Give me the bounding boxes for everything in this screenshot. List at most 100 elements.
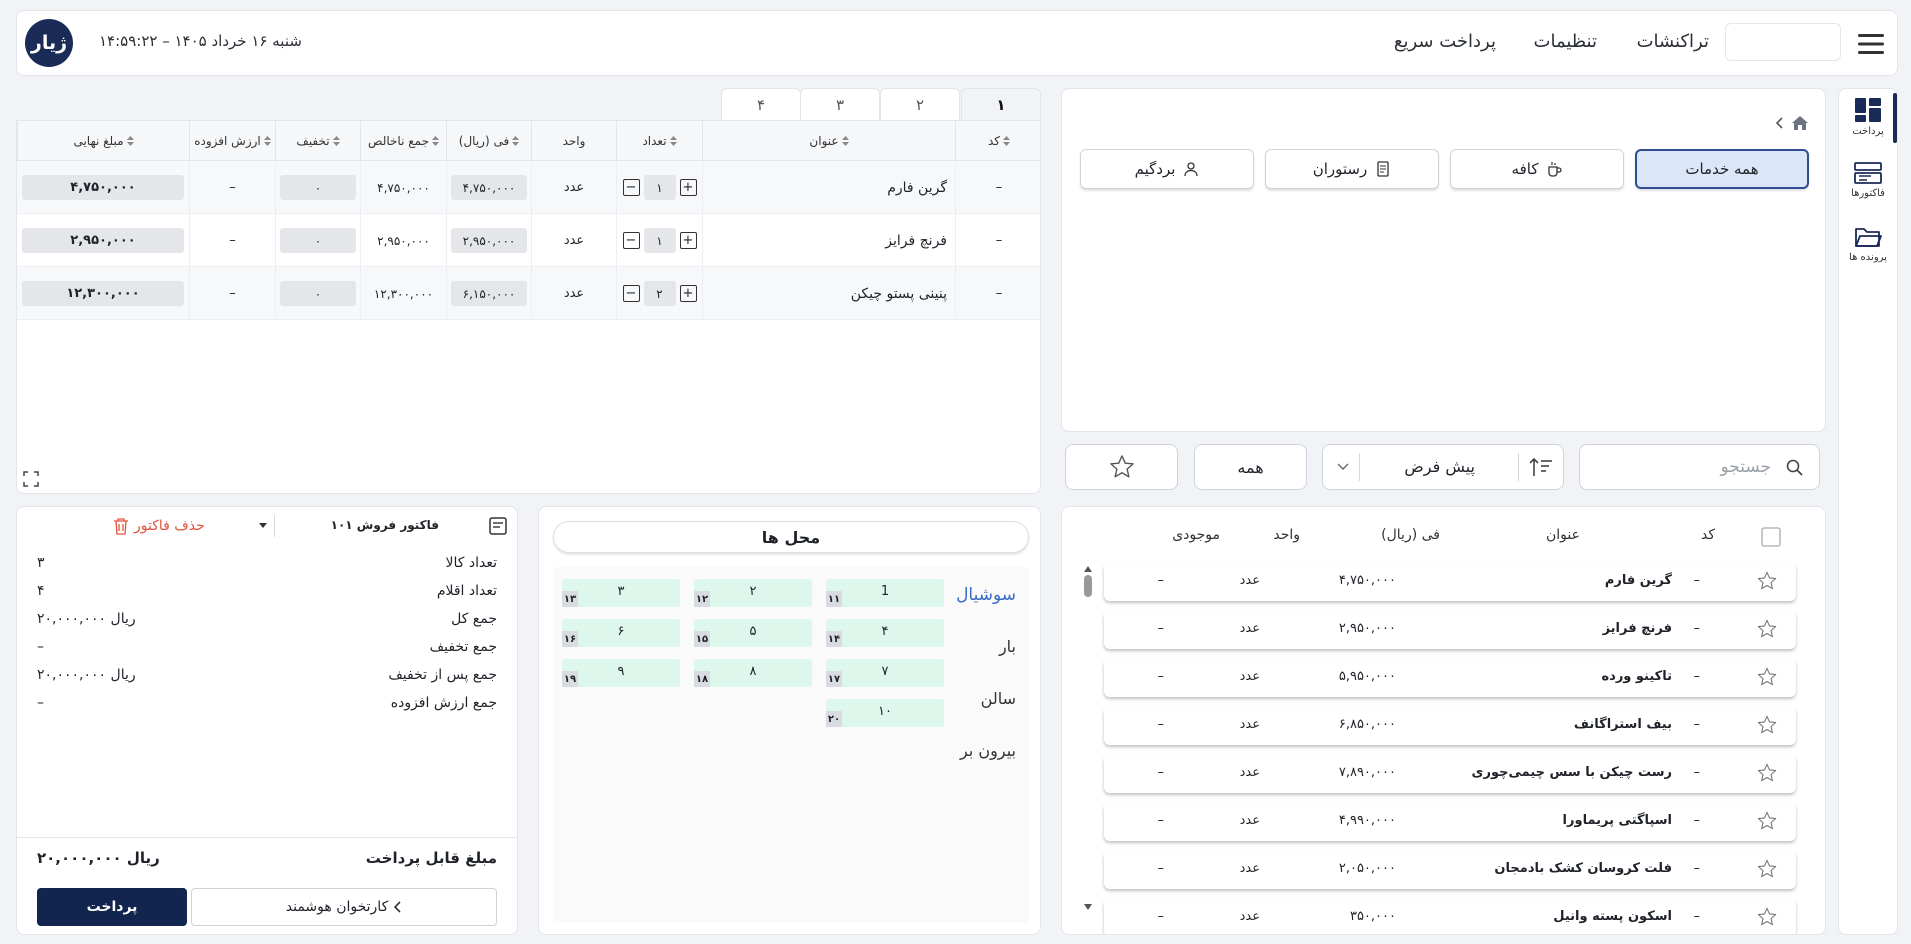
increase-qty-button[interactable]: + <box>679 179 697 196</box>
column-header-price[interactable]: فی (ریال) <box>446 121 531 161</box>
filter-all-button[interactable]: همه <box>1194 444 1307 490</box>
table-tile[interactable]: ۸ ۱۸ <box>694 659 812 687</box>
zone-takeaway[interactable]: بیرون بر <box>960 741 1016 760</box>
product-row[interactable]: – فرنچ فرایز ۲,۹۵۰,۰۰۰ عدد – <box>1104 611 1796 649</box>
column-header-discount[interactable]: تخفیف <box>275 121 360 161</box>
discount-field[interactable]: ۰ <box>280 175 356 200</box>
cell-text: عدد <box>563 286 585 301</box>
invoice-tab-3[interactable]: ۳ <box>800 88 880 120</box>
invoice-tab-4[interactable]: ۴ <box>721 88 801 120</box>
category-all-services[interactable]: همه خدمات <box>1635 149 1809 189</box>
category-restaurant[interactable]: رستوران <box>1265 149 1439 189</box>
zone-bar[interactable]: بار <box>998 637 1016 656</box>
price-field[interactable]: ۶,۱۵۰,۰۰۰ <box>451 281 527 306</box>
product-row[interactable]: – بیف استراگانف ۶,۸۵۰,۰۰۰ عدد – <box>1104 707 1796 745</box>
favorite-star-icon[interactable] <box>1756 810 1778 832</box>
sidebar-item-payment[interactable]: پرداخت <box>1839 97 1897 157</box>
nav-transactions[interactable]: تراکنشات <box>1636 31 1709 52</box>
product-row[interactable]: – تاکینو ورده ۵,۹۵۰,۰۰۰ عدد – <box>1104 659 1796 697</box>
hamburger-menu-icon[interactable] <box>1857 31 1885 57</box>
sort-select[interactable]: پیش فرض <box>1322 444 1564 490</box>
summary-key: جمع کل <box>451 611 497 627</box>
favorite-star-icon[interactable] <box>1756 666 1778 688</box>
invoice-tab-2[interactable]: ۲ <box>880 88 960 120</box>
nav-settings[interactable]: تنظیمات <box>1533 31 1597 52</box>
table-row[interactable]: – پنینی پستو چیکن − ۲ + عدد ۶,۱۵۰,۰۰۰ ۱۲… <box>17 267 1040 320</box>
decrease-qty-button[interactable]: − <box>622 179 640 196</box>
invoice-type-select[interactable]: فاکتور فروش ۱۰۱ <box>251 515 479 537</box>
column-header-code[interactable]: کد <box>955 121 1040 161</box>
product-search-input[interactable]: جستجو <box>1579 444 1820 490</box>
table-tile[interactable]: ۳ ۱۳ <box>562 579 680 607</box>
table-tile[interactable]: ۶ ۱۶ <box>562 619 680 647</box>
table-tile[interactable]: ۴ ۱۴ <box>826 619 944 647</box>
product-row[interactable]: – اسپاگتی پریماورا ۴,۹۹۰,۰۰۰ عدد – <box>1104 803 1796 841</box>
sort-value: پیش فرض <box>1404 457 1475 476</box>
favorite-star-icon[interactable] <box>1756 714 1778 736</box>
product-title: فلت کروسان کشک بادمجان <box>1494 861 1672 876</box>
header-search-box[interactable] <box>1725 23 1841 61</box>
scrollbar-up-arrow[interactable] <box>1084 561 1092 575</box>
table-row[interactable]: – فرنچ فرایز − ۱ + عدد ۲,۹۵۰,۰۰۰ ۲,۹۵۰,۰… <box>17 214 1040 267</box>
column-header-qty[interactable]: تعداد <box>616 121 702 161</box>
table-tile[interactable]: ۹ ۱۹ <box>562 659 680 687</box>
qty-value[interactable]: ۱ <box>643 228 676 253</box>
price-field[interactable]: ۲,۹۵۰,۰۰۰ <box>451 228 527 253</box>
qty-value[interactable]: ۲ <box>643 281 676 306</box>
column-header-vat[interactable]: ارزش افزوده <box>189 121 275 161</box>
favorite-star-icon[interactable] <box>1756 762 1778 784</box>
sidebar-item-files[interactable]: پرونده ها <box>1839 225 1897 285</box>
receipt-icon <box>1375 161 1391 177</box>
scrollbar-thumb[interactable] <box>1084 575 1092 597</box>
product-row[interactable]: – اسکون پسته وانیل ۳۵۰,۰۰۰ عدد – <box>1104 899 1796 934</box>
pay-button[interactable]: پرداخت <box>37 888 187 926</box>
smart-card-reader-button[interactable]: کارتخوان هوشمند <box>191 888 497 926</box>
column-header-final[interactable]: مبلغ نهایی <box>17 121 189 161</box>
column-header-gross[interactable]: جمع ناخالص <box>360 121 446 161</box>
product-unit: عدد <box>1239 669 1260 684</box>
zone-social[interactable]: سوشیال <box>956 585 1016 605</box>
product-row[interactable]: – گرین فارم ۴,۷۵۰,۰۰۰ عدد – <box>1104 563 1796 601</box>
table-tile[interactable]: ۵ ۱۵ <box>694 619 812 647</box>
decrease-qty-button[interactable]: − <box>622 285 640 302</box>
invoice-tab-1[interactable]: ۱ <box>961 88 1041 120</box>
product-row[interactable]: – فلت کروسان کشک بادمجان ۲,۰۵۰,۰۰۰ عدد – <box>1104 851 1796 889</box>
delete-invoice-button[interactable]: حذف فاکتور <box>113 515 205 537</box>
favorite-star-icon[interactable] <box>1756 618 1778 640</box>
sidebar-item-invoices[interactable]: فاکتورها <box>1839 161 1897 221</box>
price-field[interactable]: ۴,۷۵۰,۰۰۰ <box>451 175 527 200</box>
table-tile[interactable]: ۱۰ ۲۰ <box>826 699 944 727</box>
scrollbar-down-arrow[interactable] <box>1084 899 1092 910</box>
table-row[interactable]: – گرین فارم − ۱ + عدد ۴,۷۵۰,۰۰۰ ۴,۷۵۰,۰۰… <box>17 161 1040 214</box>
favorite-star-icon[interactable] <box>1756 858 1778 880</box>
discount-field[interactable]: ۰ <box>280 228 356 253</box>
qty-value[interactable]: ۱ <box>643 175 676 200</box>
cell-title: فرنچ فرایز <box>702 214 955 267</box>
category-cafe[interactable]: کافه <box>1450 149 1624 189</box>
expand-icon[interactable] <box>23 471 39 487</box>
home-icon[interactable] <box>1791 115 1809 131</box>
places-panel: محل ها سوشیال بار سالن بیرون بر 1 ۱۱ ۲ ۱… <box>538 506 1041 935</box>
decrease-qty-button[interactable]: − <box>622 232 640 249</box>
category-boardgame[interactable]: بردگیم <box>1080 149 1254 189</box>
category-label: همه خدمات <box>1685 160 1759 178</box>
cell-gross: ۲,۹۵۰,۰۰۰ <box>360 214 446 267</box>
increase-qty-button[interactable]: + <box>679 232 697 249</box>
cell-text: پنینی پستو چیکن <box>850 285 947 302</box>
note-icon[interactable] <box>489 517 507 535</box>
discount-field[interactable]: ۰ <box>280 281 356 306</box>
select-all-checkbox[interactable] <box>1761 527 1781 547</box>
table-tile[interactable]: 1 ۱۱ <box>826 579 944 607</box>
nav-quick-payment[interactable]: پرداخت سریع <box>1393 31 1496 52</box>
table-tile[interactable]: ۲ ۱۲ <box>694 579 812 607</box>
column-header-title[interactable]: عنوان <box>702 121 955 161</box>
product-row[interactable]: – رست چیکن با سس چیمی‌چوری ۷,۸۹۰,۰۰۰ عدد… <box>1104 755 1796 793</box>
favorites-filter-button[interactable] <box>1065 444 1178 490</box>
tile-badge: ۱۶ <box>562 631 578 647</box>
favorite-star-icon[interactable] <box>1756 906 1778 928</box>
zone-hall[interactable]: سالن <box>980 689 1016 708</box>
table-tile[interactable]: ۷ ۱۷ <box>826 659 944 687</box>
favorite-star-icon[interactable] <box>1756 570 1778 592</box>
increase-qty-button[interactable]: + <box>679 285 697 302</box>
trash-icon <box>113 517 129 535</box>
